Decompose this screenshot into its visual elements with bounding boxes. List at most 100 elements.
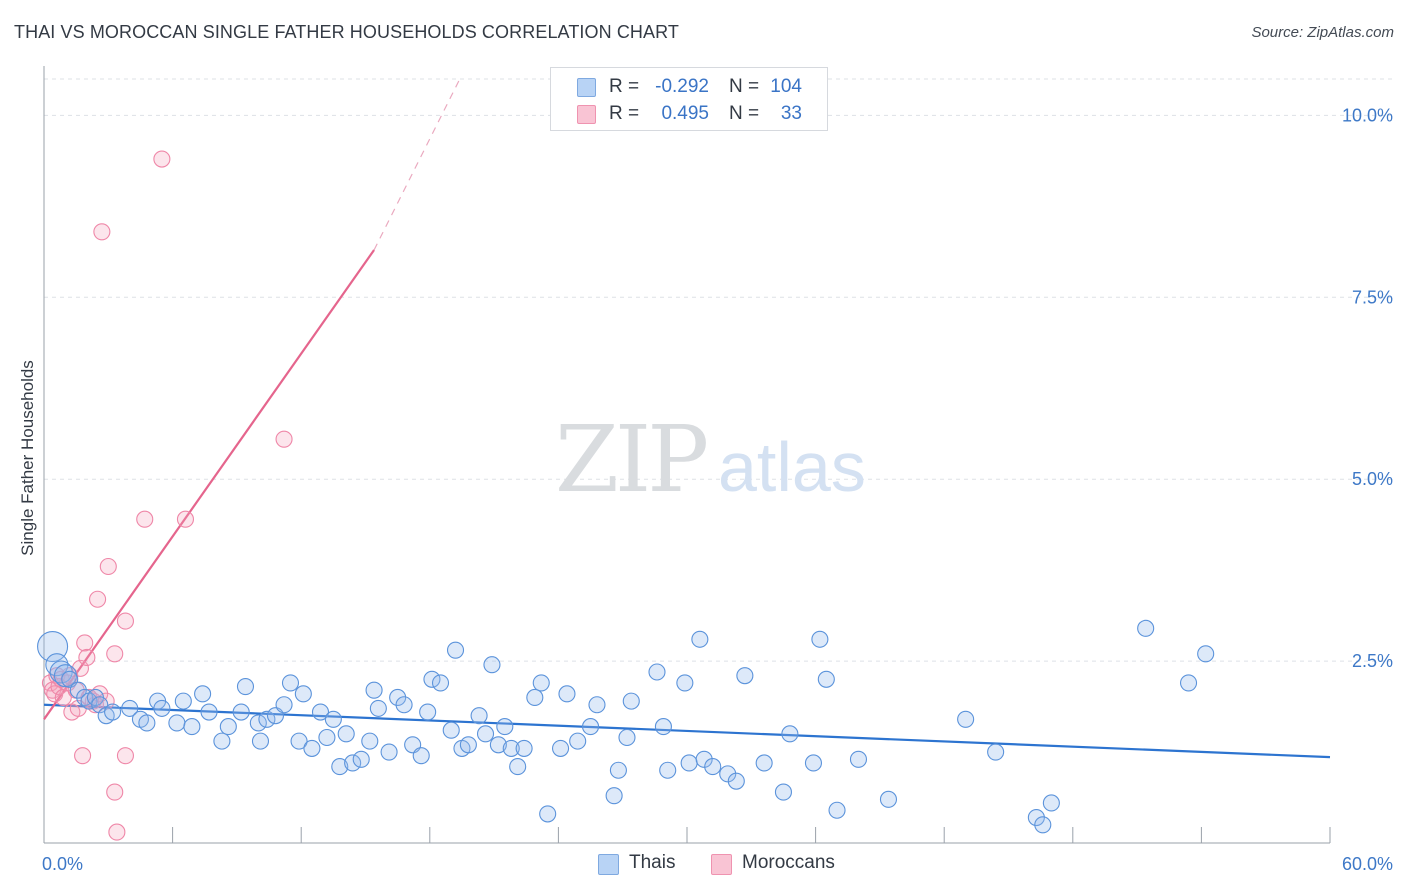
thai-point bbox=[380, 743, 398, 761]
thai-point bbox=[736, 667, 754, 685]
thai-point bbox=[344, 754, 362, 772]
thai-point bbox=[290, 732, 308, 750]
thai-point bbox=[781, 725, 799, 743]
thai-point bbox=[654, 718, 672, 736]
thai-point bbox=[622, 692, 640, 710]
thai-point bbox=[558, 685, 576, 703]
thai-point bbox=[281, 674, 300, 692]
thai-point bbox=[509, 758, 527, 776]
thai-points bbox=[37, 619, 1215, 834]
moroccan-point bbox=[176, 510, 195, 528]
watermark: ZIP atlas bbox=[555, 406, 866, 513]
thai-point bbox=[275, 696, 293, 714]
legend-row-moroccan: R = 0.495 N = 33 bbox=[551, 101, 827, 127]
y-tick-label: 2.5% bbox=[1352, 651, 1393, 671]
thai-point bbox=[91, 696, 109, 714]
thai-point bbox=[817, 670, 835, 688]
thai-point bbox=[727, 772, 745, 790]
thai-point bbox=[442, 721, 460, 739]
trend-lines bbox=[43, 78, 1331, 759]
thai-point bbox=[365, 681, 383, 699]
moroccan-point bbox=[153, 150, 171, 168]
thai-point bbox=[395, 696, 413, 714]
thai-point bbox=[609, 761, 627, 779]
thai-point bbox=[676, 674, 694, 692]
thai-point bbox=[680, 754, 698, 772]
thai-point bbox=[755, 754, 773, 772]
thai-point bbox=[219, 718, 237, 736]
tick-labels: 2.5% 5.0% 7.5% 10.0% 0.0% 60.0% bbox=[42, 105, 1393, 874]
thai-point bbox=[324, 710, 342, 728]
moroccan-point bbox=[106, 783, 124, 801]
thai-point bbox=[849, 750, 868, 768]
thai-point bbox=[532, 674, 550, 692]
thai-swatch bbox=[577, 78, 596, 97]
thai-point bbox=[251, 732, 270, 750]
thai-point bbox=[236, 678, 255, 696]
thai-point bbox=[194, 685, 212, 703]
thai-point bbox=[337, 725, 355, 743]
x-tick-label: 0.0% bbox=[42, 854, 83, 874]
thai-point bbox=[811, 630, 829, 648]
moroccan-point bbox=[116, 612, 134, 630]
thais-legend-swatch bbox=[598, 854, 619, 875]
thai-point bbox=[502, 739, 520, 757]
moroccan-swatch bbox=[577, 105, 596, 124]
n-label: N = bbox=[729, 76, 760, 97]
thai-point bbox=[174, 692, 192, 710]
watermark-atlas: atlas bbox=[718, 428, 866, 506]
moroccan-point bbox=[78, 648, 96, 667]
thai-point bbox=[828, 801, 846, 819]
thai-point bbox=[483, 656, 501, 674]
thai-point bbox=[419, 703, 437, 721]
thai-point bbox=[1179, 674, 1198, 692]
axes bbox=[43, 66, 1331, 844]
moroccan-point bbox=[275, 430, 293, 448]
y-tick-label: 7.5% bbox=[1352, 287, 1393, 307]
thai-point bbox=[294, 685, 312, 703]
thai-point bbox=[1197, 645, 1215, 663]
thai-point bbox=[605, 787, 623, 805]
source-label: Source: ZipAtlas.com bbox=[1251, 24, 1394, 41]
watermark-zip: ZIP bbox=[555, 406, 706, 513]
moroccan-trend-extension bbox=[373, 78, 461, 251]
thai-point bbox=[352, 750, 370, 768]
moroccan-point bbox=[136, 510, 154, 528]
thai-point bbox=[588, 696, 606, 714]
thai-point bbox=[551, 739, 570, 757]
thai-point bbox=[168, 714, 186, 732]
moroccans-legend-swatch bbox=[711, 854, 732, 875]
thai-point bbox=[774, 783, 793, 801]
thai-point bbox=[104, 703, 122, 721]
thai-point bbox=[470, 707, 488, 725]
thai-point bbox=[515, 739, 533, 757]
thai-point bbox=[258, 710, 276, 728]
correlation-legend: R = -0.292 N = 104 R = 0.495 N = 33 bbox=[550, 67, 828, 131]
y-tick-label: 10.0% bbox=[1342, 105, 1393, 125]
thai-point bbox=[1137, 619, 1155, 637]
r-value: -0.292 bbox=[655, 76, 709, 97]
thai-point bbox=[879, 790, 898, 808]
thai-point bbox=[804, 754, 823, 772]
legend-row-thai: R = -0.292 N = 104 bbox=[551, 74, 827, 100]
thai-point bbox=[1027, 808, 1045, 827]
thai-point bbox=[496, 718, 514, 736]
thai-point bbox=[648, 663, 666, 681]
r-label: R = bbox=[609, 103, 640, 124]
r-value: 0.495 bbox=[661, 103, 709, 124]
r-label: R = bbox=[609, 76, 640, 97]
moroccans-legend-label: Moroccans bbox=[742, 852, 835, 873]
thais-legend-label: Thais bbox=[629, 852, 676, 873]
thai-point bbox=[957, 710, 975, 728]
thai-point bbox=[659, 761, 677, 779]
thai-point bbox=[183, 718, 201, 736]
thai-point bbox=[695, 750, 713, 768]
moroccan-point bbox=[74, 747, 92, 765]
moroccan-point bbox=[106, 645, 124, 663]
thai-trend-line bbox=[43, 703, 1331, 759]
thai-point bbox=[526, 688, 544, 707]
moroccan-point bbox=[93, 223, 111, 241]
thai-point bbox=[412, 747, 430, 765]
thai-point bbox=[232, 703, 250, 721]
thai-point bbox=[389, 688, 407, 707]
